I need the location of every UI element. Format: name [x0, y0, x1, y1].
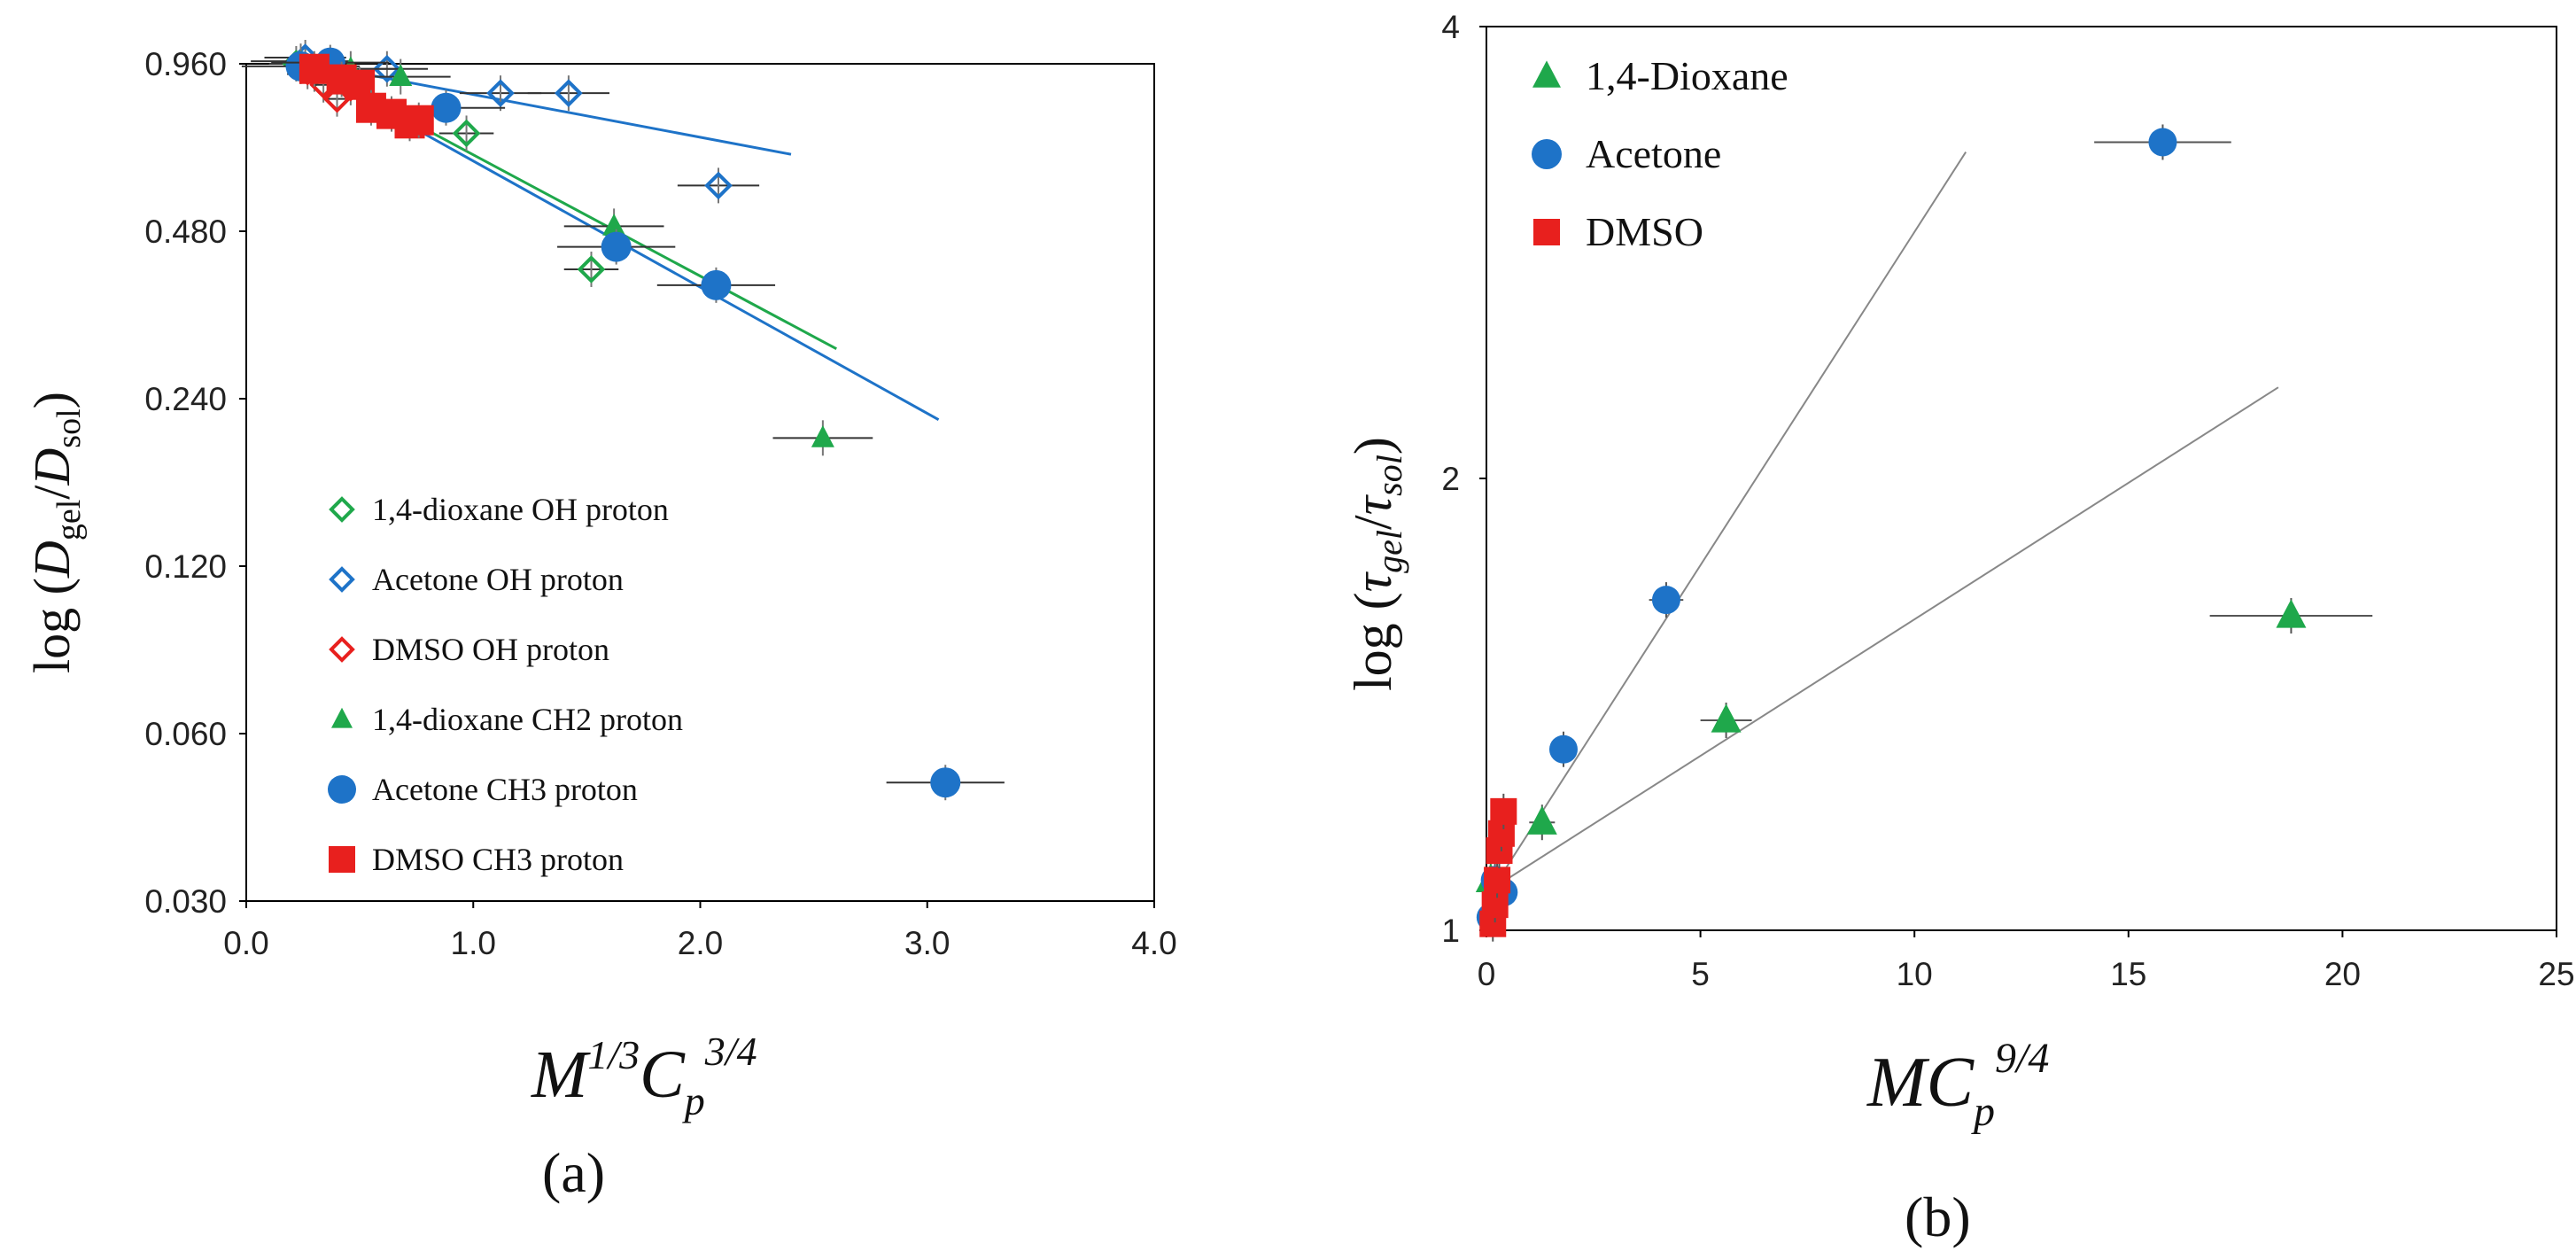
panel-b-data-point [2148, 128, 2177, 157]
panel-a-data-point [431, 92, 462, 123]
panel-b-xlabel: MCp9/4 [1866, 1035, 2049, 1135]
panel-b-fit-line [1486, 386, 2279, 893]
panel-b-ylabel: log (τgel/τsol) [1344, 437, 1409, 691]
panel-b-axes: 0 5 10 15 20 25 1 2 4 [1441, 9, 2574, 992]
panel-a-data-point [452, 119, 481, 148]
panel-b-data-point [1490, 797, 1517, 825]
panel-a-data-point [930, 767, 961, 798]
panel-b-x-tick-label: 5 [1691, 956, 1710, 992]
panel-b-x-tick-label: 20 [2324, 956, 2361, 992]
panel-b-fit-lines [1486, 152, 2279, 899]
panel-a-legend-label: DMSO OH proton [372, 632, 609, 667]
panel-a-legend-marker [328, 775, 356, 804]
panel-a-legend-label: DMSO CH3 proton [372, 842, 624, 877]
panel-a-x-tick-label: 0.0 [223, 925, 268, 961]
panel-b-data-point [1484, 867, 1511, 894]
panel-a-data-point [704, 171, 733, 200]
panel-b-x-tick-label: 10 [1897, 956, 1933, 992]
panel-a-x-tick-label: 4.0 [1131, 925, 1176, 961]
panel-a-legend-marker [329, 846, 355, 873]
panel-a-legend-label: 1,4-dioxane OH proton [372, 492, 669, 527]
panel-a-x-tick-label: 2.0 [678, 925, 723, 961]
panel-a-legend: 1,4-dioxane OH proton Acetone OH proton DM… [328, 492, 683, 877]
panel-b-legend-marker [1533, 219, 1560, 245]
panel-a-data-point [403, 105, 434, 136]
panel-b-data-marks [1475, 124, 2373, 942]
panel-a-data-point [373, 54, 401, 83]
panel-a-data-point [701, 269, 732, 300]
panel-a-data-point [299, 53, 330, 84]
panel-b-y-tick-label: 2 [1441, 461, 1460, 497]
panel-b-data-point [1526, 805, 1557, 835]
panel-b-y-tick-label: 1 [1441, 913, 1460, 949]
panel-a-y-tick-label: 0.960 [144, 46, 227, 82]
panel-b-x-tick-label: 25 [2538, 956, 2574, 992]
panel-b-data-point [1711, 703, 1742, 733]
panel-a-data-point [601, 231, 632, 262]
panel-b-legend-label: 1,4-Dioxane [1586, 53, 1788, 98]
panel-b-data-point [2276, 599, 2307, 628]
panel-a-data-point [602, 214, 626, 236]
panel-a-data-point [389, 64, 413, 86]
panel-a-label: (a) [542, 1141, 605, 1204]
panel-a-legend-label: Acetone OH proton [372, 562, 624, 597]
panel-a-xlabel: M1/3Cp3/4 [531, 1029, 757, 1123]
panel-a-data-point [811, 425, 834, 447]
panel-b-legend-marker [1532, 60, 1561, 88]
panel-b-data-point [1651, 586, 1680, 615]
panel-b-x-tick-label: 0 [1478, 956, 1496, 992]
panel-a-x-tick-label: 3.0 [904, 925, 950, 961]
panel-b-legend-marker [1532, 139, 1562, 169]
panel-a-legend-marker [329, 636, 355, 663]
panel-a-x-tick-label: 1.0 [451, 925, 496, 961]
panel-a-y-tick-label: 0.120 [144, 548, 227, 585]
panel-a-legend-marker [329, 566, 355, 593]
panel-a-legend-marker [331, 707, 353, 728]
panel-b-y-tick-label: 4 [1441, 9, 1460, 45]
panel-a-data-point [555, 79, 583, 108]
panel-a-y-tick-label: 0.240 [144, 381, 227, 417]
panel-a-axes: 0.0 1.0 2.0 3.0 4.0 0.030 0.060 0.120 0.240 0.480… [144, 46, 1176, 961]
panel-a-y-tick-label: 0.060 [144, 716, 227, 752]
panel-a-y-tick-label: 0.480 [144, 214, 227, 250]
panel-b-fit-line [1486, 152, 1967, 899]
panel-b-legend-label: DMSO [1586, 209, 1703, 254]
panel-a-y-tick-label: 0.030 [144, 883, 227, 920]
panel-a-data-point [486, 79, 515, 108]
panel-a-data-marks [241, 39, 1005, 801]
panel-b-data-point [1481, 891, 1509, 919]
panel-b-data-point [1548, 734, 1578, 764]
panel-a-legend-label: 1,4-dioxane CH2 proton [372, 702, 683, 737]
panel-a-data-point [577, 255, 606, 284]
panel-a-legend-marker [329, 496, 355, 523]
panel-b-legend-label: Acetone [1586, 131, 1721, 176]
panel-b-label: (b) [1905, 1185, 1971, 1248]
panel-a-legend-label: Acetone CH3 proton [372, 772, 638, 807]
panel-a-ylabel: log (Dgel/Dsol) [23, 392, 88, 673]
panel-b-x-tick-label: 15 [2110, 956, 2146, 992]
panel-b-legend: 1,4-Dioxane Acetone DMSO [1532, 53, 1788, 254]
